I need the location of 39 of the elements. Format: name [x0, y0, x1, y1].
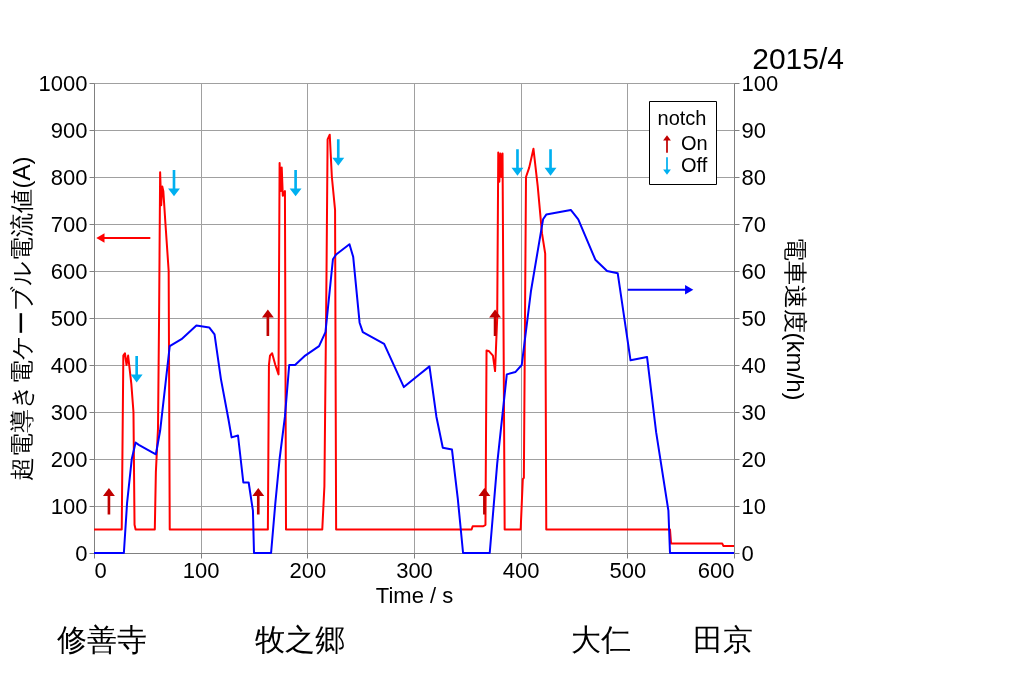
text: 牧之郷 [255, 623, 346, 656]
y2-tick-label: 0 [741, 540, 754, 566]
x-tick-label: 200 [289, 557, 327, 583]
y-tick-label: 0 [75, 540, 88, 566]
y-axis-title: 超電導き電ケーブル電流値(A) [7, 156, 35, 481]
line-series [93, 133, 735, 547]
y-tick-label: 1000 [38, 70, 88, 96]
x-axis-title: Time / s [375, 582, 454, 608]
y-tick-label: 800 [50, 164, 88, 190]
y2-tick-label: 20 [741, 446, 766, 472]
y-tick-label: 900 [50, 117, 88, 143]
x-tick-label: 0 [94, 557, 107, 583]
y2-tick-label: 30 [741, 399, 766, 425]
legend-label: Off [681, 154, 708, 176]
y2-tick-label: 40 [741, 352, 766, 378]
y-tick-label: 500 [50, 305, 88, 331]
y2-tick-label: 80 [741, 164, 766, 190]
y2-tick-label: 50 [741, 305, 766, 331]
y2-tick-label: 90 [741, 117, 766, 143]
x-tick-label: 300 [396, 557, 433, 583]
y-tick-label: 700 [50, 211, 88, 237]
y2-tick-label: 70 [741, 211, 766, 237]
text: 田京 [692, 623, 753, 656]
y-tick-label: 300 [50, 399, 88, 425]
y2-axis-title: 電車速度(km/h) [782, 236, 810, 401]
text: 大仁 [571, 623, 632, 656]
text: 修善寺 [57, 623, 147, 656]
y-tick-label: 600 [50, 258, 88, 284]
y-tick-label: 100 [50, 493, 88, 519]
y-tick-label: 400 [50, 352, 88, 378]
x-tick-label: 600 [697, 557, 735, 583]
y-tick-label: 200 [50, 446, 88, 472]
y2-tick-label: 60 [741, 258, 766, 284]
x-tick-label: 100 [182, 557, 220, 583]
x-tick-label: 500 [609, 557, 647, 583]
legend-label: On [681, 132, 708, 154]
y2-tick-label: 10 [741, 493, 766, 519]
legend-title: notch [657, 107, 707, 129]
x-tick-label: 400 [502, 557, 540, 583]
